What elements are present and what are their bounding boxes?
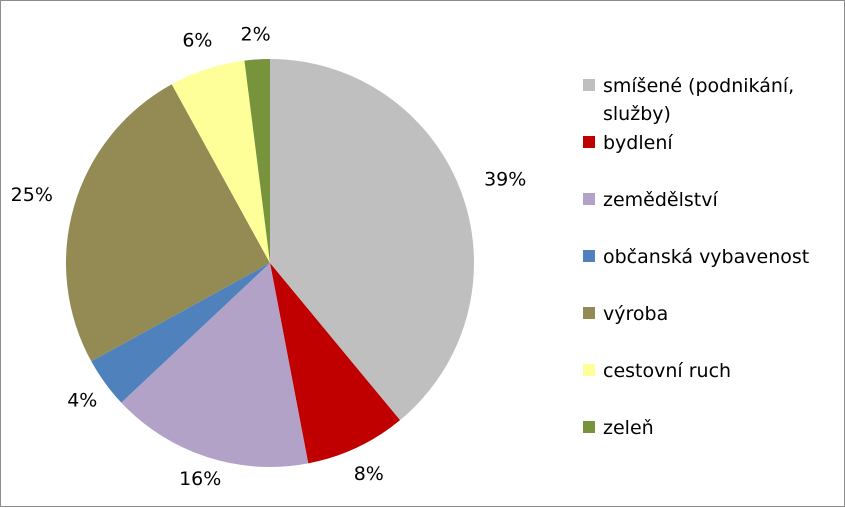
pie-slice [91, 263, 270, 403]
legend-item: občanská vybavenost [583, 243, 833, 271]
legend-label: smíšené (podnikání, služby) [603, 75, 795, 125]
data-label: 2% [241, 24, 271, 46]
data-label: 16% [179, 468, 221, 490]
pie-slice [65, 84, 270, 362]
pie-slice [270, 263, 401, 464]
data-label: 25% [11, 184, 53, 206]
pie-slices [65, 59, 474, 468]
legend-swatch [583, 79, 595, 91]
legend-swatch [583, 307, 595, 319]
legend-item: smíšené (podnikání, služby) [583, 72, 833, 128]
legend-swatch [583, 193, 595, 205]
legend-label: výroba [603, 303, 669, 325]
legend-swatch [583, 136, 595, 148]
legend-label: zemědělství [603, 189, 718, 211]
data-label: 8% [354, 463, 384, 485]
legend-swatch [583, 364, 595, 376]
pie-slice [121, 263, 309, 468]
data-label: 39% [484, 168, 526, 190]
pie-slice [171, 60, 270, 263]
legend-swatch [583, 250, 595, 262]
legend-label: cestovní ruch [603, 360, 732, 382]
legend-item: cestovní ruch [583, 357, 833, 385]
legend-swatch [583, 421, 595, 433]
legend-item: zemědělství [583, 186, 833, 214]
pie-data-labels: 39% 8% 16% 4% 25% 6% 2% [11, 24, 527, 490]
pie-slice [270, 59, 474, 421]
legend-label: bydlení [603, 132, 673, 154]
legend-label: občanská vybavenost [603, 246, 810, 268]
legend-item: výroba [583, 300, 833, 328]
legend-item: bydlení [583, 129, 833, 157]
pie-slice [244, 59, 270, 263]
data-label: 6% [182, 30, 212, 52]
data-label: 4% [67, 389, 97, 411]
legend-label: zeleň [603, 417, 654, 439]
legend-item: zeleň [583, 414, 833, 442]
